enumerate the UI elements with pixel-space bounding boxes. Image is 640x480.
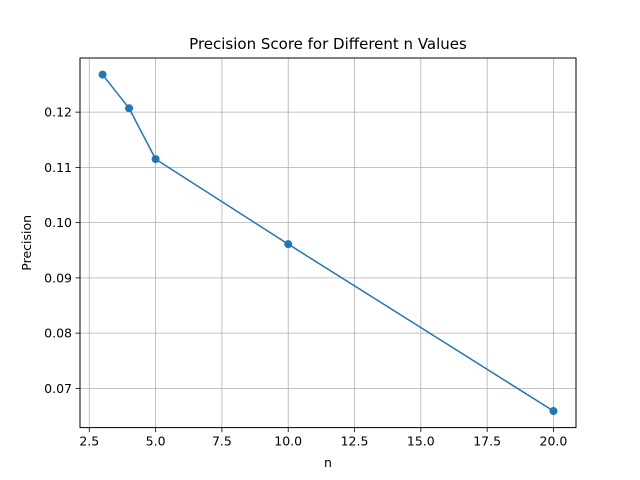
data-point [151, 155, 160, 164]
y-tick-label: 0.07 [44, 381, 72, 396]
y-tick-label: 0.09 [44, 270, 72, 285]
y-tick-label: 0.11 [44, 160, 72, 175]
y-tick-label: 0.08 [44, 326, 72, 341]
chart-title: Precision Score for Different n Values [189, 35, 467, 53]
x-tick-label: 12.5 [341, 434, 369, 449]
x-tick-label: 2.5 [79, 434, 99, 449]
x-tick-label: 15.0 [407, 434, 435, 449]
data-point [125, 104, 134, 113]
y-axis-label: Precision [19, 215, 34, 271]
x-tick-label: 7.5 [212, 434, 232, 449]
grid [80, 58, 576, 428]
x-axis-label: n [324, 455, 332, 470]
data-point [98, 70, 107, 79]
x-tick-label: 10.0 [274, 434, 302, 449]
y-axis-ticks: 0.07 0.08 0.09 0.10 0.11 0.12 [44, 105, 80, 396]
x-tick-label: 20.0 [540, 434, 568, 449]
y-tick-label: 0.12 [44, 105, 72, 120]
plot-frame [79, 57, 577, 429]
series-layer [98, 70, 558, 416]
data-point [549, 407, 558, 416]
x-tick-label: 17.5 [473, 434, 501, 449]
x-axis-ticks: 2.5 5.0 7.5 10.0 12.5 15.0 17.5 20.0 [79, 427, 568, 449]
data-point [284, 240, 293, 249]
y-tick-label: 0.10 [44, 215, 72, 230]
x-tick-label: 5.0 [146, 434, 166, 449]
